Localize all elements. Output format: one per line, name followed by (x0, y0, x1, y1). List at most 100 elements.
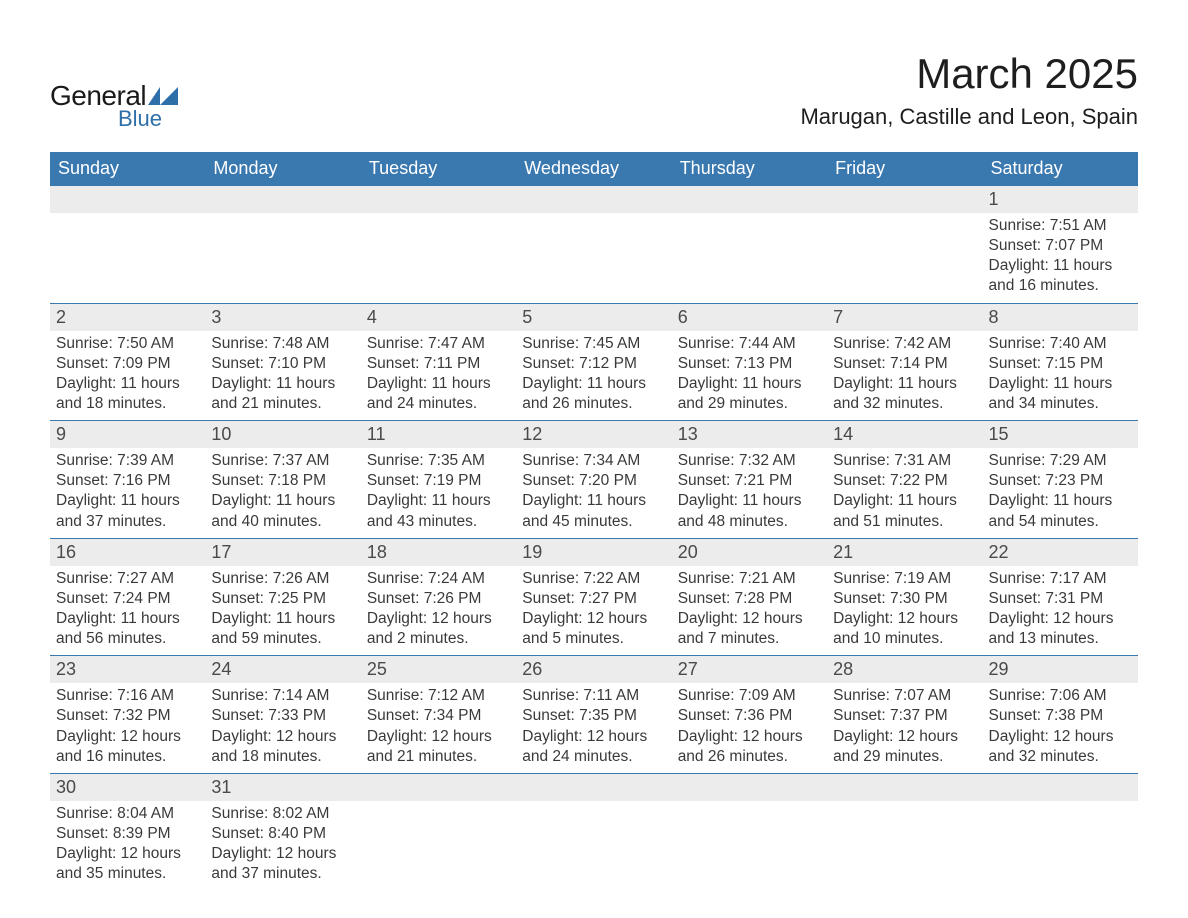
day-data: Sunrise: 7:47 AMSunset: 7:11 PMDaylight:… (361, 331, 516, 421)
day-data-row: Sunrise: 7:50 AMSunset: 7:09 PMDaylight:… (50, 331, 1138, 421)
day-number (361, 186, 516, 214)
day-number (516, 186, 671, 214)
col-sunday: Sunday (50, 152, 205, 186)
logo-text-blue: Blue (118, 106, 178, 132)
day-number: 19 (516, 538, 671, 566)
day-data: Sunrise: 7:39 AMSunset: 7:16 PMDaylight:… (50, 448, 205, 538)
col-saturday: Saturday (983, 152, 1138, 186)
day-data: Sunrise: 8:04 AMSunset: 8:39 PMDaylight:… (50, 801, 205, 891)
day-data: Sunrise: 7:11 AMSunset: 7:35 PMDaylight:… (516, 683, 671, 773)
day-data: Sunrise: 8:02 AMSunset: 8:40 PMDaylight:… (205, 801, 360, 891)
day-data: Sunrise: 7:44 AMSunset: 7:13 PMDaylight:… (672, 331, 827, 421)
day-num-row: 1 (50, 186, 1138, 214)
day-number (983, 773, 1138, 801)
day-data: Sunrise: 7:29 AMSunset: 7:23 PMDaylight:… (983, 448, 1138, 538)
day-data: Sunrise: 7:21 AMSunset: 7:28 PMDaylight:… (672, 566, 827, 656)
day-data: Sunrise: 7:40 AMSunset: 7:15 PMDaylight:… (983, 331, 1138, 421)
day-number: 15 (983, 421, 1138, 449)
day-num-row: 2 3 4 5 6 7 8 (50, 303, 1138, 331)
day-number: 30 (50, 773, 205, 801)
day-number: 3 (205, 303, 360, 331)
day-data (50, 213, 205, 303)
day-data: Sunrise: 7:14 AMSunset: 7:33 PMDaylight:… (205, 683, 360, 773)
col-tuesday: Tuesday (361, 152, 516, 186)
day-number: 27 (672, 656, 827, 684)
day-data (672, 801, 827, 891)
day-data: Sunrise: 7:22 AMSunset: 7:27 PMDaylight:… (516, 566, 671, 656)
day-data (361, 213, 516, 303)
day-number: 24 (205, 656, 360, 684)
day-number: 14 (827, 421, 982, 449)
day-data-row: Sunrise: 7:39 AMSunset: 7:16 PMDaylight:… (50, 448, 1138, 538)
day-data: Sunrise: 7:16 AMSunset: 7:32 PMDaylight:… (50, 683, 205, 773)
header: General Blue March 2025 Marugan, Castill… (50, 50, 1138, 132)
day-number: 8 (983, 303, 1138, 331)
day-number (827, 186, 982, 214)
day-number: 10 (205, 421, 360, 449)
day-num-row: 16 17 18 19 20 21 22 (50, 538, 1138, 566)
day-data (827, 801, 982, 891)
day-number (827, 773, 982, 801)
day-number (516, 773, 671, 801)
month-title: March 2025 (800, 50, 1138, 98)
day-num-row: 9 10 11 12 13 14 15 (50, 421, 1138, 449)
day-number: 6 (672, 303, 827, 331)
calendar-body: 1 Sunrise: 7:51 AMSunset: 7:07 PMDayligh… (50, 186, 1138, 891)
day-number: 12 (516, 421, 671, 449)
day-data: Sunrise: 7:37 AMSunset: 7:18 PMDaylight:… (205, 448, 360, 538)
day-num-row: 30 31 (50, 773, 1138, 801)
day-data: Sunrise: 7:35 AMSunset: 7:19 PMDaylight:… (361, 448, 516, 538)
day-data: Sunrise: 7:42 AMSunset: 7:14 PMDaylight:… (827, 331, 982, 421)
day-data: Sunrise: 7:06 AMSunset: 7:38 PMDaylight:… (983, 683, 1138, 773)
day-data: Sunrise: 7:19 AMSunset: 7:30 PMDaylight:… (827, 566, 982, 656)
day-number (672, 773, 827, 801)
day-number: 4 (361, 303, 516, 331)
col-friday: Friday (827, 152, 982, 186)
location-subtitle: Marugan, Castille and Leon, Spain (800, 104, 1138, 130)
day-data (205, 213, 360, 303)
day-number: 7 (827, 303, 982, 331)
day-data: Sunrise: 7:34 AMSunset: 7:20 PMDaylight:… (516, 448, 671, 538)
day-num-row: 23 24 25 26 27 28 29 (50, 656, 1138, 684)
day-data: Sunrise: 7:09 AMSunset: 7:36 PMDaylight:… (672, 683, 827, 773)
day-data (827, 213, 982, 303)
day-data: Sunrise: 7:45 AMSunset: 7:12 PMDaylight:… (516, 331, 671, 421)
day-data-row: Sunrise: 7:16 AMSunset: 7:32 PMDaylight:… (50, 683, 1138, 773)
day-number: 11 (361, 421, 516, 449)
calendar-table: Sunday Monday Tuesday Wednesday Thursday… (50, 152, 1138, 890)
col-thursday: Thursday (672, 152, 827, 186)
logo: General Blue (50, 80, 178, 132)
day-number: 5 (516, 303, 671, 331)
day-data: Sunrise: 7:17 AMSunset: 7:31 PMDaylight:… (983, 566, 1138, 656)
day-number: 29 (983, 656, 1138, 684)
day-data (516, 213, 671, 303)
day-number: 1 (983, 186, 1138, 214)
title-block: March 2025 Marugan, Castille and Leon, S… (800, 50, 1138, 130)
day-data: Sunrise: 7:27 AMSunset: 7:24 PMDaylight:… (50, 566, 205, 656)
day-data: Sunrise: 7:31 AMSunset: 7:22 PMDaylight:… (827, 448, 982, 538)
day-number: 16 (50, 538, 205, 566)
day-number (361, 773, 516, 801)
day-number (50, 186, 205, 214)
day-data (983, 801, 1138, 891)
day-data: Sunrise: 7:50 AMSunset: 7:09 PMDaylight:… (50, 331, 205, 421)
day-number: 26 (516, 656, 671, 684)
col-wednesday: Wednesday (516, 152, 671, 186)
day-data (361, 801, 516, 891)
day-data: Sunrise: 7:12 AMSunset: 7:34 PMDaylight:… (361, 683, 516, 773)
weekday-header-row: Sunday Monday Tuesday Wednesday Thursday… (50, 152, 1138, 186)
day-number: 17 (205, 538, 360, 566)
day-data-row: Sunrise: 7:51 AMSunset: 7:07 PMDaylight:… (50, 213, 1138, 303)
day-number: 21 (827, 538, 982, 566)
day-number: 13 (672, 421, 827, 449)
day-number: 2 (50, 303, 205, 331)
day-data-row: Sunrise: 8:04 AMSunset: 8:39 PMDaylight:… (50, 801, 1138, 891)
day-data (516, 801, 671, 891)
day-number (205, 186, 360, 214)
col-monday: Monday (205, 152, 360, 186)
day-data: Sunrise: 7:51 AMSunset: 7:07 PMDaylight:… (983, 213, 1138, 303)
day-number (672, 186, 827, 214)
day-data: Sunrise: 7:24 AMSunset: 7:26 PMDaylight:… (361, 566, 516, 656)
day-number: 9 (50, 421, 205, 449)
day-data: Sunrise: 7:26 AMSunset: 7:25 PMDaylight:… (205, 566, 360, 656)
